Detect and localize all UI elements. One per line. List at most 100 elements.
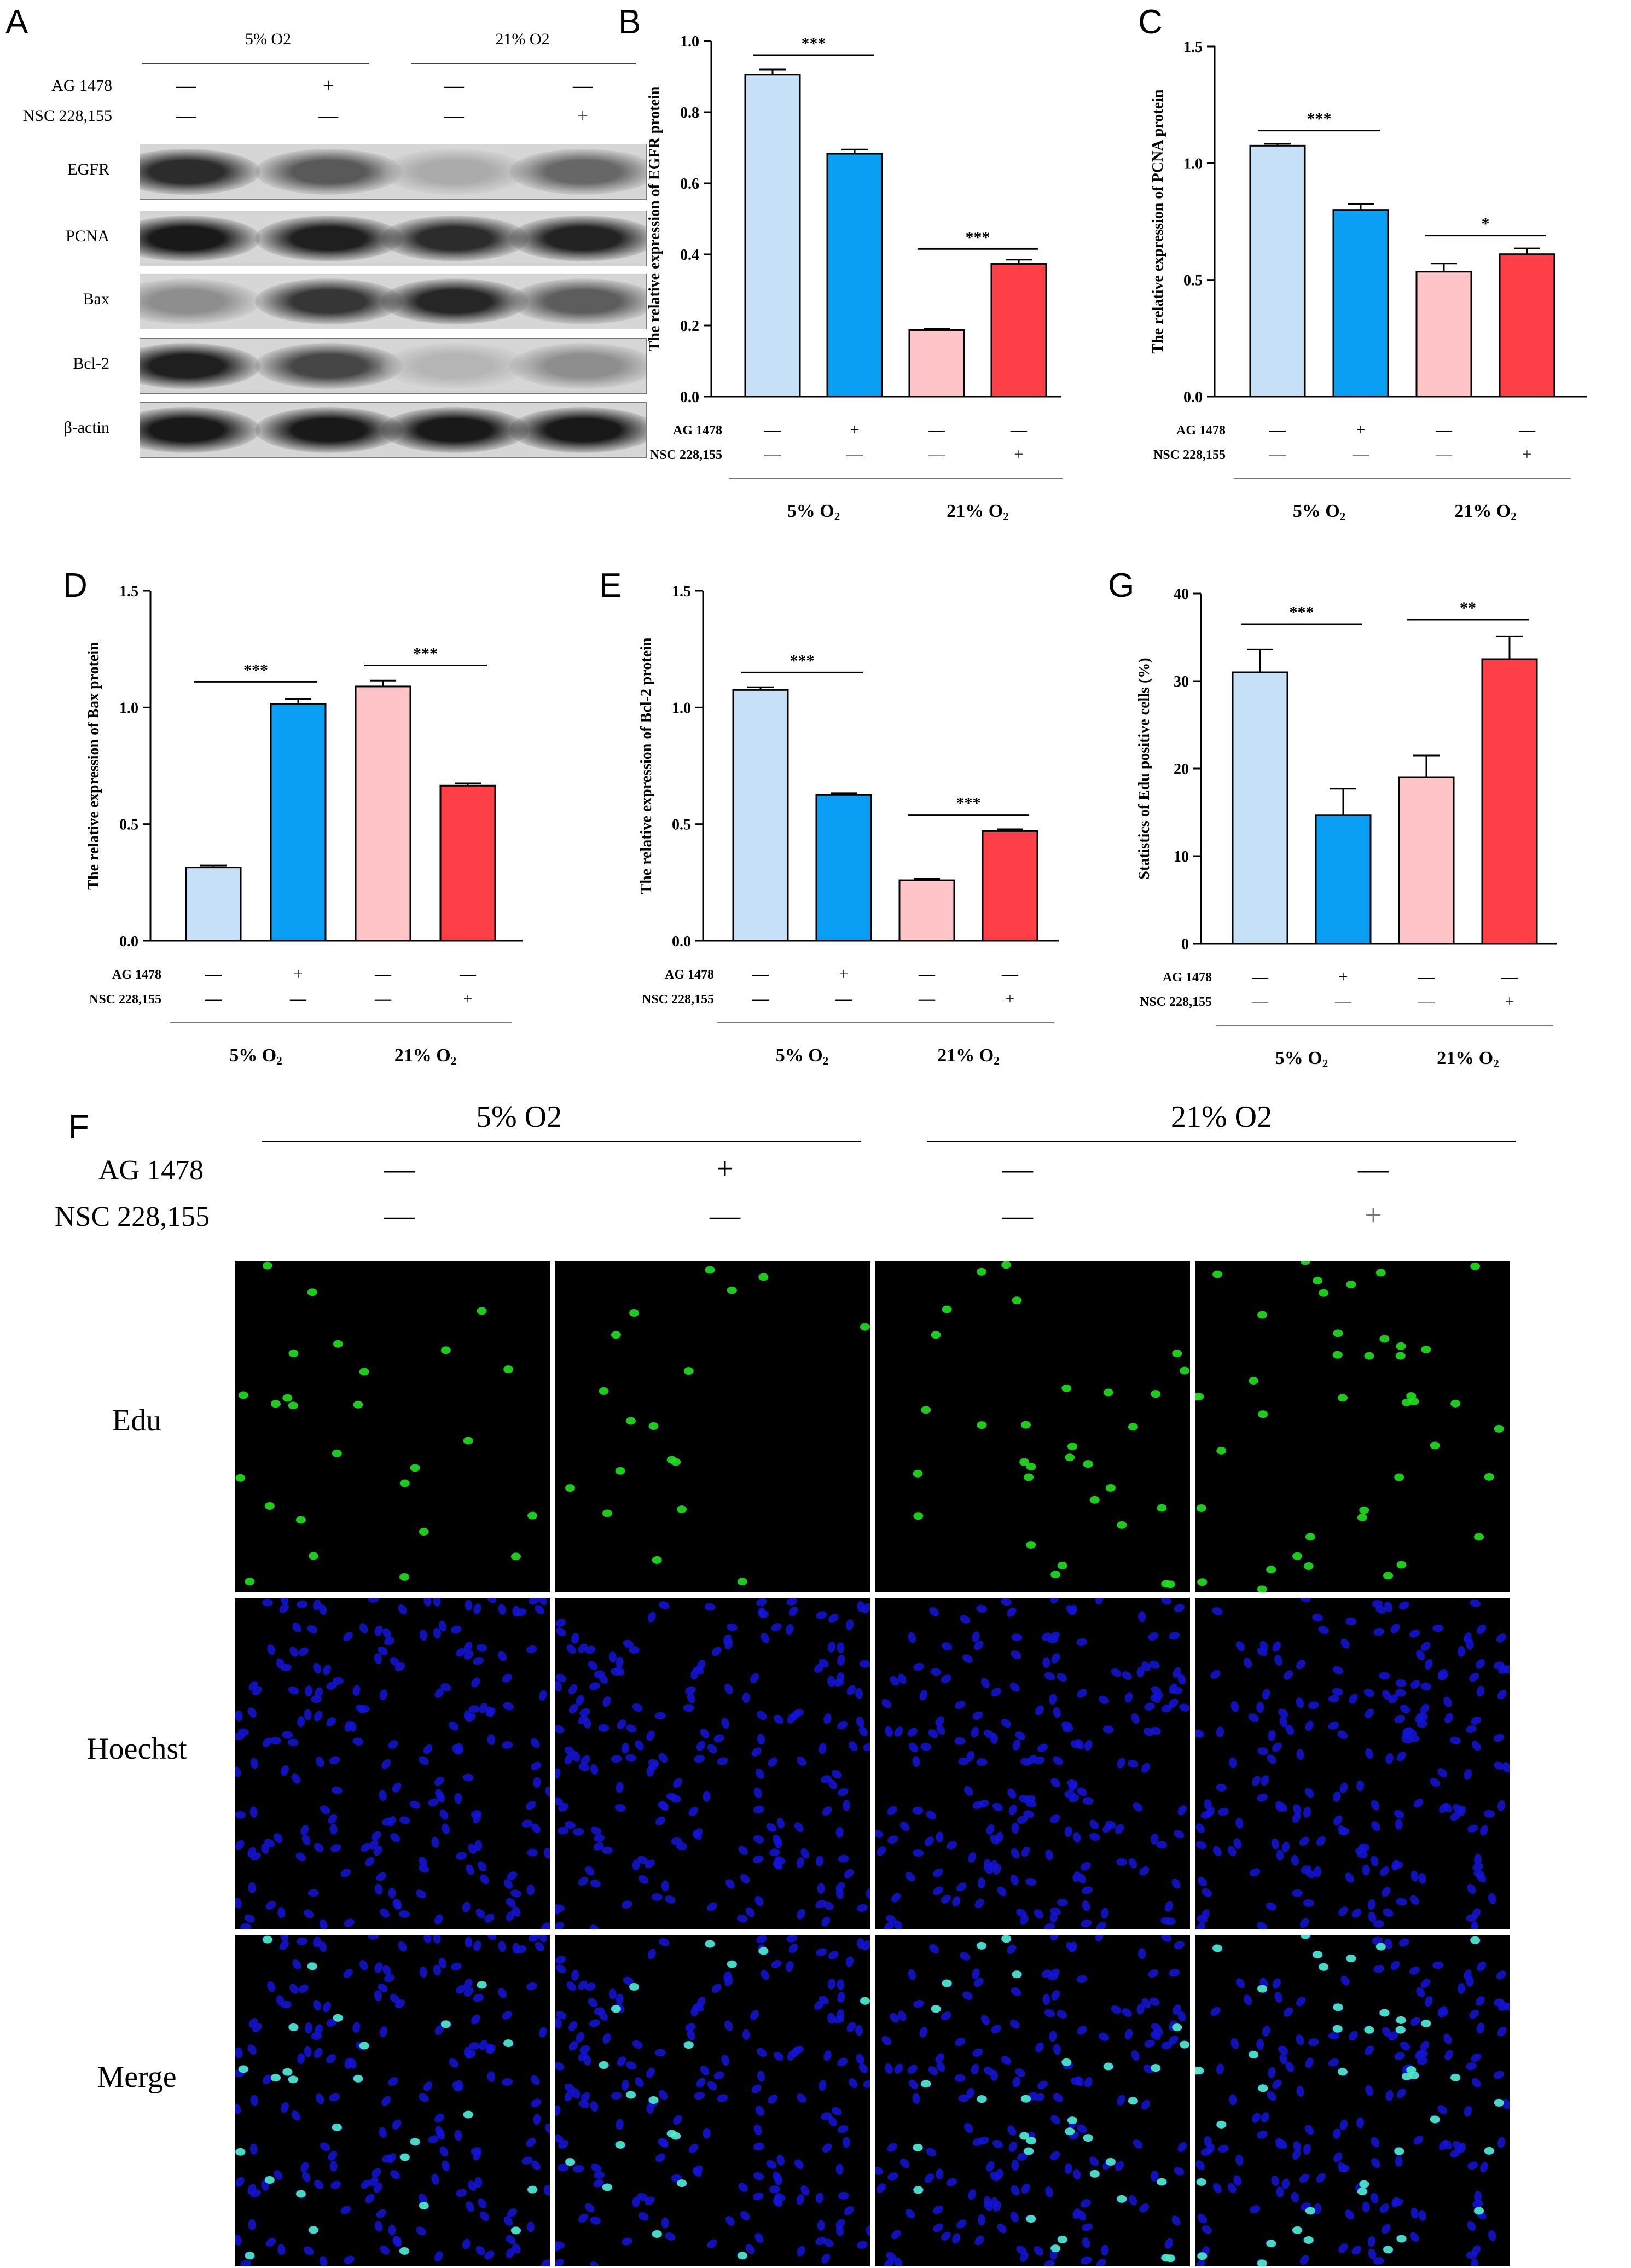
panel-f-nucleus [837,1979,845,1991]
panel-f-edu-nucleus [1484,2147,1494,2155]
panel-f-nucleus [1021,2183,1030,2194]
panel-f-nucleus [700,2066,710,2076]
panel-f-nucleus [1235,2155,1244,2166]
panel-f-nucleus [1418,2210,1426,2221]
panel-f-nucleus [1235,1641,1245,1651]
panel-f-nucleus [919,2027,928,2038]
chart-b-y-tick-label: 0.2 [680,318,699,335]
panel-f-nucleus [297,2053,305,2065]
panel-f-nucleus [566,1981,576,1991]
panel-f-nucleus [1139,1866,1150,1876]
chart-c-treatment-mark: + [1356,421,1366,439]
panel-a-blot-label: EGFR [67,160,109,178]
panel-f-edu-nucleus [270,2074,281,2082]
panel-f-nucleus [463,1642,473,1653]
panel-a-blot-label: PCNA [65,227,109,245]
panel-f-nucleus [717,1757,728,1765]
panel-f-nucleus [305,2022,313,2034]
panel-f-nucleus [1281,2178,1290,2190]
panel-f-nucleus [913,1849,924,1857]
panel-f-nucleus [1296,1749,1304,1760]
panel-f-nucleus [1049,1968,1060,1978]
panel-f-edu-nucleus [677,1505,687,1514]
panel-f-nucleus [738,2183,748,2192]
panel-f-nucleus [1017,2153,1028,2161]
panel-f-nucleus [1161,1704,1173,1713]
panel-f-nucleus [1102,1725,1114,1734]
panel-f-nucleus [1395,1689,1406,1697]
panel-f-edu-nucleus [1083,1460,1093,1468]
panel-f-nucleus [1296,2034,1304,2045]
panel-f-edu-nucleus [1083,2134,1093,2142]
panel-f-edu-nucleus [1065,2127,1075,2136]
panel-f-nucleus [955,1701,966,1709]
panel-f-nucleus [1401,1735,1412,1744]
chart-b-treatment-mark: — [764,421,781,439]
panel-f-nucleus [463,1987,474,1997]
panel-f-nucleus [1015,2068,1026,2077]
panel-f-edu-nucleus [527,1511,538,1520]
panel-f-nucleus [1204,1799,1212,1810]
panel-f-edu-nucleus [942,1305,952,1313]
panel-f-tile-edu [235,1261,550,1592]
panel-f-nucleus [659,2138,669,2148]
panel-f-nucleus [473,1656,484,1665]
panel-f-nucleus [835,2219,845,2229]
panel-f-nucleus [250,2095,259,2106]
panel-f-nucleus [821,2112,832,2120]
panel-f-nucleus [912,2093,920,2104]
panel-f-nucleus [887,1835,898,1844]
panel-f-edu-nucleus [264,2176,275,2184]
panel-f-nucleus [1262,1689,1270,1700]
panel-f-nucleus [1141,1763,1151,1773]
panel-f-nucleus [616,1993,624,2005]
panel-f-nucleus [1128,1858,1137,1869]
panel-f-nucleus [881,2036,892,2045]
panel-f-nucleus [1095,1935,1104,1942]
panel-f-nucleus [1202,1888,1212,1897]
panel-f-nucleus [1472,2200,1483,2208]
panel-f-nucleus [753,1805,764,1814]
panel-f-nucleus [1333,1666,1344,1675]
panel-f-nucleus [933,2205,943,2214]
panel-f-nucleus [929,1607,939,1617]
panel-f-nucleus [1077,2124,1087,2133]
panel-f-nucleus [1200,2148,1212,2156]
panel-f-nucleus [1011,1822,1019,1834]
panel-f-nucleus [837,2057,848,2067]
panel-f-nucleus [646,2067,655,2078]
panel-f-nucleus [1111,2005,1122,2014]
panel-f-nucleus [717,2094,728,2102]
panel-f-nucleus [726,1623,738,1631]
panel-f-nucleus [1257,1922,1268,1929]
panel-f-nucleus [768,1757,778,1767]
panel-f-nucleus [1095,1598,1104,1605]
panel-f-nucleus [1150,1726,1162,1735]
panel-f-edu-nucleus [1421,1346,1431,1354]
panel-f-edu-nucleus [1020,2095,1031,2103]
panel-f-nucleus [1042,1657,1050,1668]
panel-f-nucleus [887,2172,898,2181]
panel-f-edu-nucleus [977,2095,987,2103]
panel-f-nucleus [986,1824,995,1835]
panel-f-nucleus [815,1899,826,1909]
panel-a-treatment-mark: — [176,74,196,96]
chart-e-y-label: The relative expression of Bcl-2 protein [638,637,655,894]
panel-f-nucleus [713,1734,724,1743]
panel-f-edu-nucleus [1396,1561,1407,1569]
panel-f-nucleus [1045,2186,1053,2197]
panel-f-nucleus [368,1598,379,1603]
panel-f-nucleus [1015,1731,1026,1740]
panel-f-nucleus [1398,1601,1409,1610]
panel-f-edu-nucleus [1216,1446,1227,1455]
chart-b-bar [990,263,1047,398]
panel-f-nucleus [756,1935,767,1944]
panel-f-nucleus [382,1965,391,1975]
panel-f-nucleus [486,1598,497,1603]
panel-f-nucleus [1116,1858,1128,1866]
panel-f-nucleus [379,2127,387,2138]
panel-f-nucleus [416,2226,426,2236]
panel-f-nucleus [594,1670,605,1678]
panel-f-nucleus [568,2021,578,2032]
panel-f-nucleus [1394,1715,1406,1723]
